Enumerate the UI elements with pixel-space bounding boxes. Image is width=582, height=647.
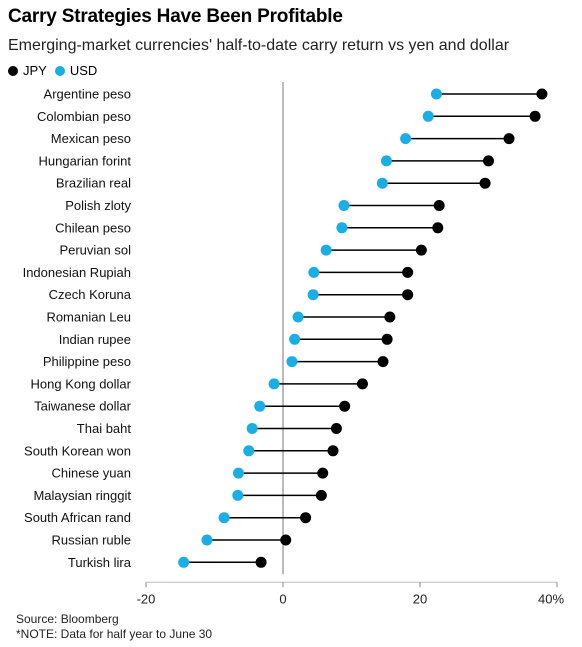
point-jpy (432, 222, 444, 234)
point-jpy (381, 333, 393, 345)
point-usd (254, 400, 266, 412)
source-note: Source: Bloomberg (16, 612, 119, 626)
point-usd (422, 110, 434, 122)
category-label: Peruvian sol (59, 243, 131, 258)
category-label: South Korean won (24, 443, 131, 458)
category-label: Polish zloty (65, 198, 131, 213)
legend-label-usd: USD (69, 63, 98, 78)
category-label: Thai baht (77, 421, 132, 436)
legend: JPY USD (8, 63, 105, 78)
category-label: Chilean peso (55, 220, 131, 235)
category-label: South African rand (24, 510, 131, 525)
category-label: Brazilian real (56, 176, 131, 191)
point-jpy (402, 266, 414, 278)
category-label: Romanian Leu (46, 310, 131, 325)
dumbbell-chart: -20 0 20 40% Argentine peso Colombian peso Mex… (23, 82, 564, 606)
point-usd (268, 378, 280, 390)
point-jpy (503, 133, 515, 145)
legend-dot-jpy (8, 65, 18, 76)
point-usd (320, 244, 332, 256)
chart-title: Carry Strategies Have Been Profitable (8, 6, 343, 27)
point-jpy (327, 445, 339, 457)
category-label: Hungarian forint (39, 153, 132, 168)
category-label: Czech Koruna (49, 287, 132, 302)
point-usd (232, 489, 244, 501)
point-jpy (483, 155, 494, 167)
category-label: Colombian peso (37, 109, 131, 124)
point-usd (201, 534, 213, 546)
chart-subtitle: Emerging-market currencies' half-to-date… (8, 37, 510, 54)
category-label: Indian rupee (59, 332, 131, 347)
legend-item-jpy: JPY (8, 63, 47, 78)
category-label: Argentine peso (44, 87, 131, 102)
category-label: Hong Kong dollar (31, 376, 132, 391)
category-label: Indonesian Rupiah (23, 265, 131, 280)
point-jpy (330, 423, 342, 434)
point-jpy (356, 378, 368, 390)
category-label: Mexican peso (51, 131, 131, 146)
point-usd (178, 556, 190, 568)
point-jpy (339, 400, 351, 412)
category-label: Malaysian ringgit (33, 488, 131, 503)
point-jpy (315, 489, 327, 501)
category-label: Turkish lira (68, 555, 132, 570)
point-jpy (384, 311, 396, 323)
point-jpy (300, 512, 312, 524)
x-tick-label: 20 (413, 591, 427, 606)
point-usd (336, 222, 348, 234)
point-jpy (377, 356, 389, 368)
point-usd (218, 512, 230, 524)
point-usd (308, 266, 320, 278)
point-usd (380, 155, 392, 167)
category-label: Chinese yuan (52, 466, 132, 481)
footnote: *NOTE: Data for half year to June 30 (16, 627, 213, 641)
point-usd (338, 200, 350, 211)
point-jpy (317, 467, 329, 479)
category-label: Taiwanese dollar (34, 399, 132, 414)
point-usd (289, 333, 301, 345)
legend-item-usd: USD (54, 63, 98, 78)
point-jpy (529, 110, 541, 122)
point-jpy (280, 534, 292, 546)
point-usd (292, 311, 304, 323)
point-usd (400, 133, 412, 145)
point-usd (307, 289, 319, 301)
point-jpy (536, 88, 548, 100)
point-usd (232, 467, 244, 479)
point-jpy (402, 289, 414, 301)
point-jpy (415, 244, 427, 256)
point-jpy (255, 556, 267, 568)
point-usd (430, 88, 442, 100)
point-jpy (479, 177, 491, 189)
category-label: Russian ruble (52, 533, 132, 548)
point-usd (286, 356, 298, 368)
point-usd (376, 177, 388, 189)
legend-label-jpy: JPY (23, 63, 47, 78)
x-tick-label: -20 (137, 591, 156, 606)
point-jpy (433, 200, 445, 211)
category-label: Philippine peso (43, 354, 131, 369)
point-usd (246, 423, 258, 434)
x-tick-label: 0 (279, 591, 286, 606)
point-usd (243, 445, 255, 457)
x-tick-label: 40% (538, 591, 564, 606)
legend-dot-usd (54, 65, 65, 76)
